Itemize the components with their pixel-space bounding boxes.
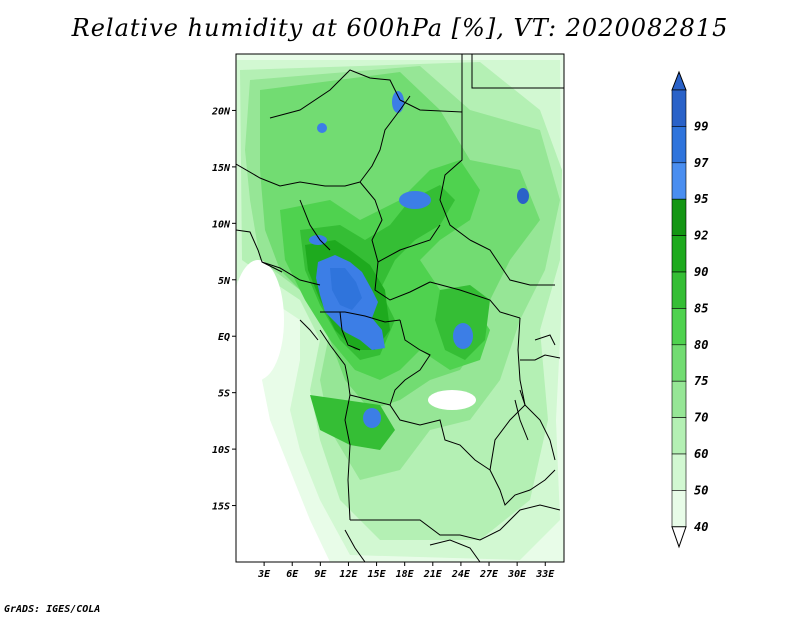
colorbar-label: 80 bbox=[694, 338, 708, 352]
colorbar: 99 97 95 92 90 85 80 75 70 60 50 40 bbox=[671, 70, 709, 549]
colorbar-swatch bbox=[671, 235, 687, 273]
colorbar-label: 92 bbox=[694, 229, 708, 243]
colorbar-swatch bbox=[671, 162, 687, 200]
lon-tick-label: 33E bbox=[535, 569, 555, 580]
colorbar-swatch bbox=[671, 198, 687, 236]
lat-tick-label: 5S bbox=[218, 389, 230, 400]
longitude-axis: 3E 6E 9E 12E 15E 18E 21E 24E 27E 30E 33E bbox=[257, 562, 555, 580]
lon-tick-label: 3E bbox=[257, 569, 271, 580]
dry-patch-ocean bbox=[236, 260, 284, 380]
colorbar-label: 40 bbox=[694, 520, 708, 534]
lon-tick-label: 21E bbox=[423, 569, 443, 580]
blue-patch-chad bbox=[399, 191, 431, 209]
colorbar-swatch bbox=[671, 344, 687, 382]
lat-tick-label: 10N bbox=[212, 219, 231, 230]
colorbar-label: 95 bbox=[694, 192, 708, 206]
colorbar-bottom-arrow bbox=[671, 526, 687, 549]
lon-tick-label: 27E bbox=[479, 569, 499, 580]
colorbar-swatch bbox=[671, 271, 687, 309]
map-title: Relative humidity at 600hPa [%], VT: 202… bbox=[71, 14, 729, 42]
dry-patch-zambia bbox=[428, 390, 476, 410]
blue-patch-nw bbox=[317, 123, 327, 133]
colorbar-label: 99 bbox=[694, 119, 708, 133]
blue-patch-congo bbox=[453, 323, 473, 349]
latitude-axis: 20N 15N 10N 5N EQ 5S 10S 15S bbox=[211, 106, 236, 513]
colorbar-swatch bbox=[671, 89, 687, 127]
colorbar-label: 60 bbox=[694, 447, 708, 461]
country-outlines bbox=[236, 54, 564, 562]
lat-tick-label: 10S bbox=[212, 445, 230, 456]
field-90-east bbox=[435, 285, 490, 360]
colorbar-swatch bbox=[671, 380, 687, 418]
colorbar-label: 50 bbox=[694, 483, 708, 497]
blue-patch-sudan bbox=[517, 188, 529, 204]
colorbar-label: 85 bbox=[694, 301, 708, 315]
lat-tick-label: 15S bbox=[212, 502, 230, 513]
colorbar-swatch bbox=[671, 308, 687, 346]
colorbar-swatch bbox=[671, 417, 687, 455]
lat-tick-label: EQ bbox=[218, 332, 230, 343]
colorbar-top-arrow bbox=[671, 70, 687, 91]
lat-tick-label: 20N bbox=[211, 106, 231, 117]
lat-tick-label: 15N bbox=[212, 163, 231, 174]
lon-tick-label: 30E bbox=[507, 569, 527, 580]
lon-tick-label: 9E bbox=[314, 569, 327, 580]
blue-patch-angola bbox=[363, 408, 381, 428]
lon-tick-label: 15E bbox=[368, 569, 387, 580]
field-97-core bbox=[330, 268, 362, 310]
colorbar-swatch bbox=[671, 126, 687, 164]
lon-tick-label: 6E bbox=[286, 569, 299, 580]
lat-tick-label: 5N bbox=[218, 276, 231, 287]
colorbar-label: 90 bbox=[694, 265, 708, 279]
colorbar-label: 75 bbox=[694, 374, 708, 388]
colorbar-swatch bbox=[671, 453, 687, 491]
colorbar-label: 97 bbox=[694, 156, 709, 170]
lon-tick-label: 18E bbox=[396, 569, 415, 580]
blue-patch-libya bbox=[392, 91, 404, 113]
colorbar-swatch bbox=[671, 490, 687, 528]
colorbar-label: 70 bbox=[694, 411, 708, 425]
grads-credit: GrADS: IGES/COLA bbox=[4, 604, 101, 615]
lon-tick-label: 12E bbox=[339, 569, 358, 580]
humidity-field bbox=[236, 54, 564, 562]
map-frame bbox=[235, 53, 565, 563]
lon-tick-label: 24E bbox=[451, 569, 471, 580]
